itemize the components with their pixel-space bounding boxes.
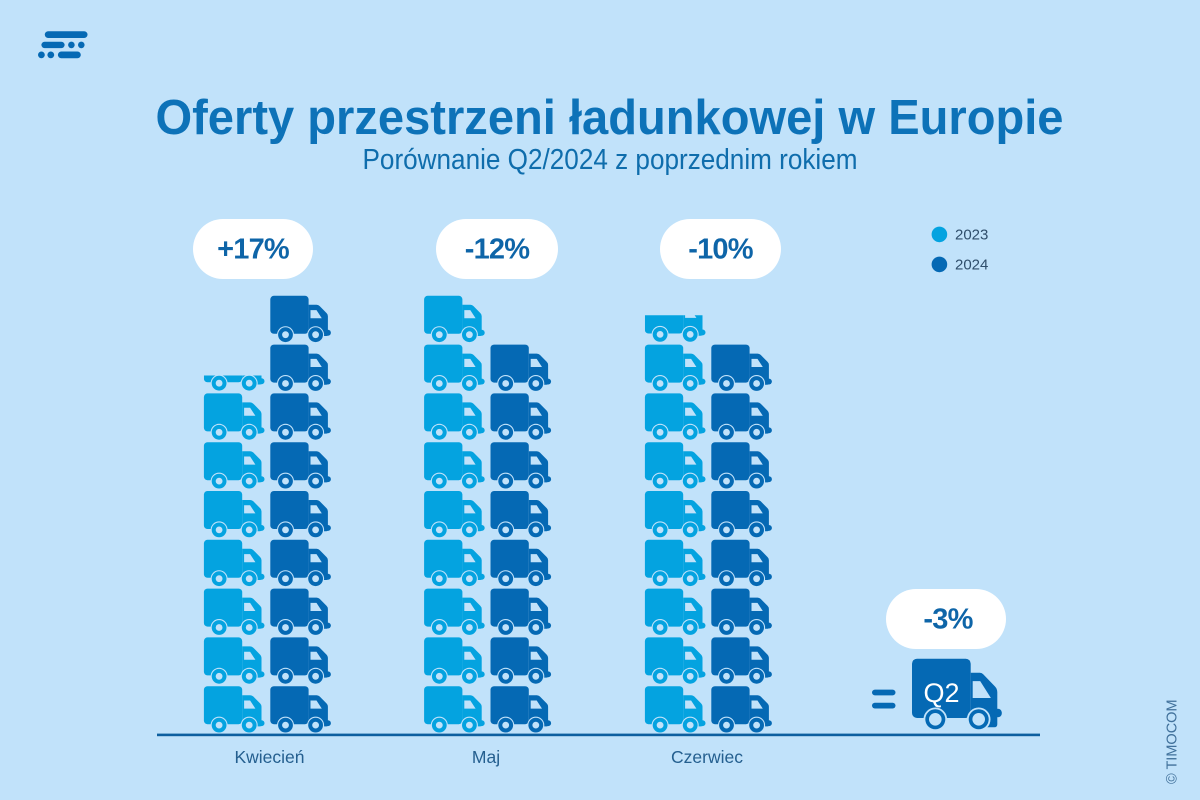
svg-text:Q2: Q2 — [923, 678, 959, 708]
svg-text:2024: 2024 — [955, 257, 988, 274]
svg-text:-10%: -10% — [688, 234, 754, 266]
svg-text:Oferty przestrzeni ładunkowej: Oferty przestrzeni ładunkowej w Europie — [156, 91, 1064, 145]
svg-text:Czerwiec: Czerwiec — [671, 747, 743, 767]
svg-text:+17%: +17% — [217, 234, 290, 266]
svg-text:Maj: Maj — [472, 747, 500, 767]
svg-text:© TIMOCOM: © TIMOCOM — [1165, 699, 1181, 784]
svg-text:-3%: -3% — [923, 604, 973, 636]
svg-text:Kwiecień: Kwiecień — [234, 747, 304, 767]
svg-text:-12%: -12% — [465, 234, 531, 266]
svg-text:Porównanie Q2/2024 z poprzedni: Porównanie Q2/2024 z poprzednim rokiem — [363, 144, 858, 176]
svg-text:2023: 2023 — [955, 227, 988, 244]
